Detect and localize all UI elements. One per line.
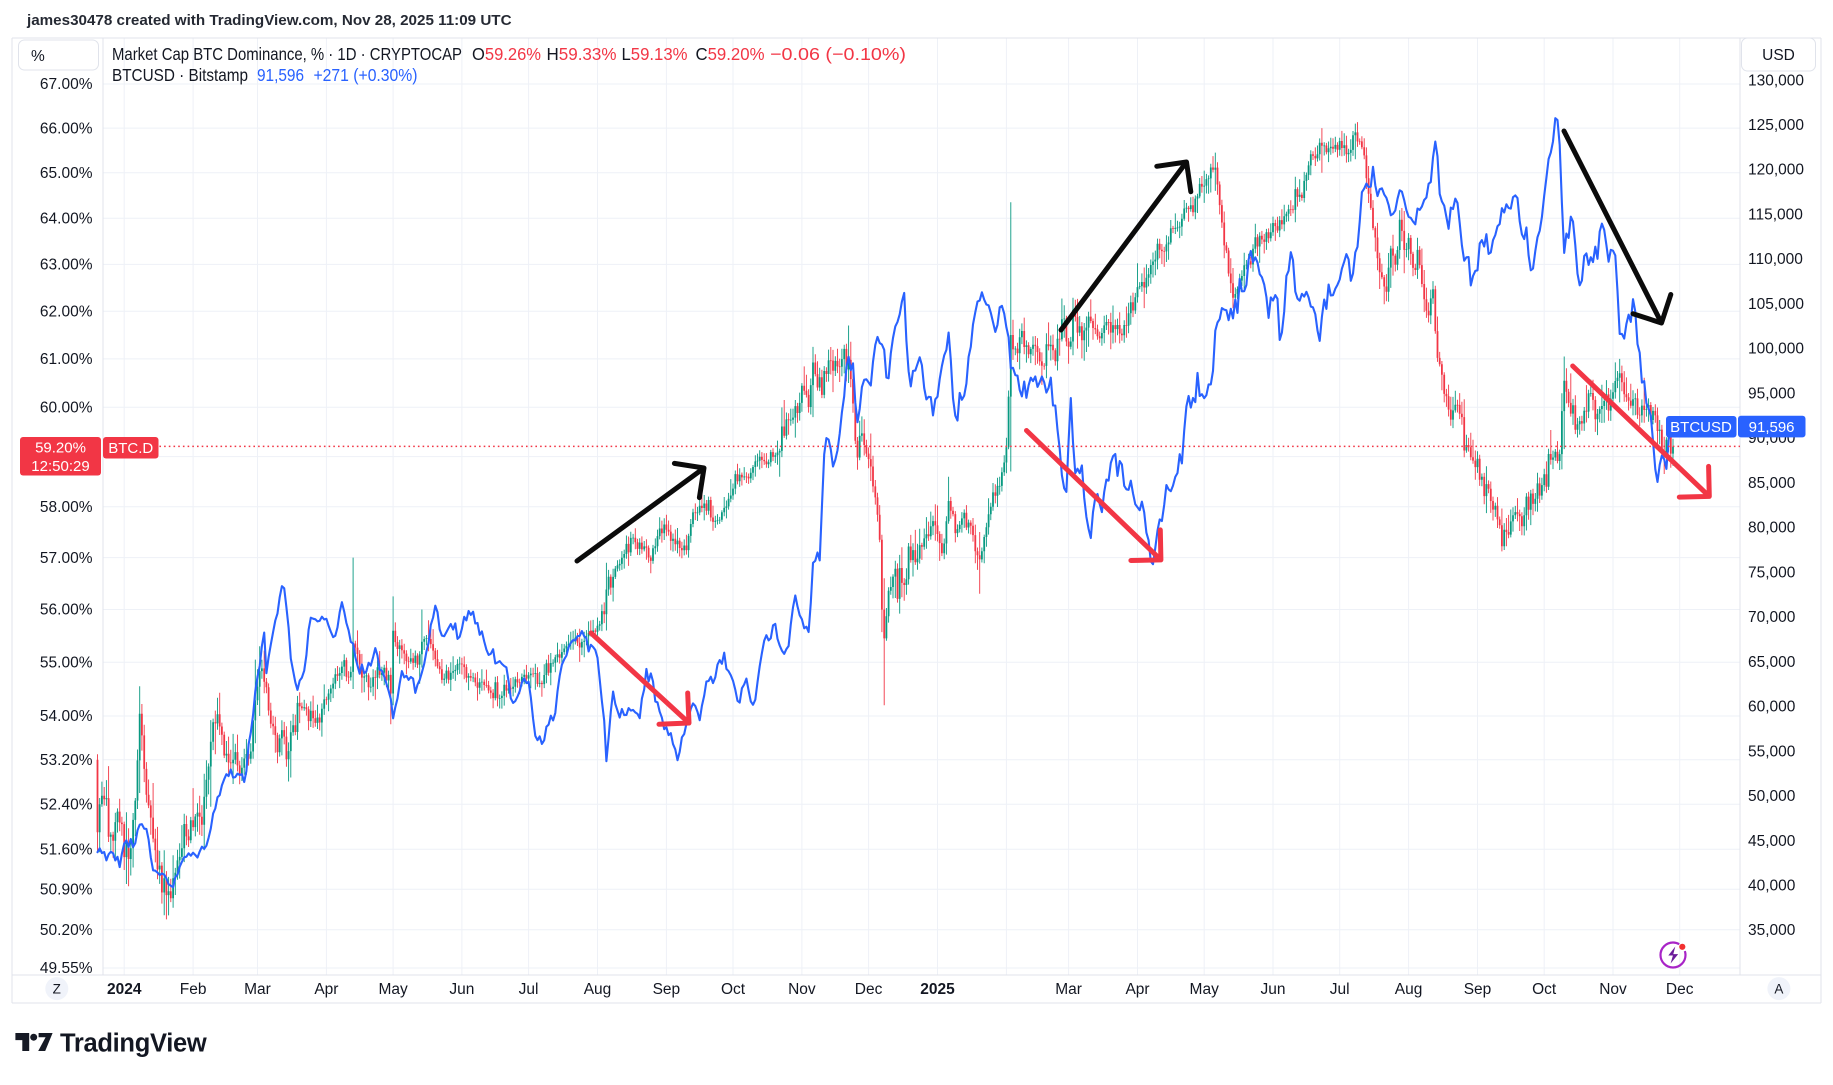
svg-text:Apr: Apr: [314, 981, 338, 998]
svg-text:2024: 2024: [107, 981, 142, 998]
svg-text:+271 (+0.30%): +271 (+0.30%): [314, 65, 418, 85]
svg-text:70,000: 70,000: [1748, 609, 1796, 626]
svg-text:65,000: 65,000: [1748, 654, 1796, 671]
svg-text:BTCUSD: BTCUSD: [1670, 419, 1732, 436]
svg-text:75,000: 75,000: [1748, 564, 1796, 581]
svg-text:Jun: Jun: [1261, 981, 1286, 998]
svg-text:H59.33%: H59.33%: [547, 44, 617, 64]
svg-text:Jul: Jul: [1330, 981, 1350, 998]
svg-text:40,000: 40,000: [1748, 878, 1796, 895]
svg-text:Feb: Feb: [180, 981, 207, 998]
svg-text:May: May: [378, 981, 408, 998]
svg-text:65.00%: 65.00%: [40, 165, 93, 182]
svg-text:50,000: 50,000: [1748, 788, 1796, 805]
svg-text:Oct: Oct: [721, 981, 746, 998]
svg-text:63.00%: 63.00%: [40, 257, 93, 274]
svg-text:35,000: 35,000: [1748, 922, 1796, 939]
svg-text:Nov: Nov: [788, 981, 816, 998]
svg-text:C59.20%: C59.20%: [696, 44, 765, 64]
svg-text:%: %: [31, 48, 45, 65]
svg-text:45,000: 45,000: [1748, 833, 1796, 850]
svg-text:49.55%: 49.55%: [40, 960, 93, 977]
svg-text:62.00%: 62.00%: [40, 303, 93, 320]
svg-text:O59.26%: O59.26%: [472, 44, 541, 64]
svg-text:BTCUSD · Bitstamp: BTCUSD · Bitstamp: [112, 65, 248, 85]
svg-text:125,000: 125,000: [1748, 117, 1804, 134]
svg-text:Nov: Nov: [1599, 981, 1627, 998]
svg-text:Oct: Oct: [1532, 981, 1557, 998]
svg-text:100,000: 100,000: [1748, 341, 1804, 358]
svg-text:12:50:29: 12:50:29: [31, 458, 89, 475]
svg-text:110,000: 110,000: [1748, 251, 1803, 268]
svg-text:56.00%: 56.00%: [40, 602, 93, 619]
svg-text:67.00%: 67.00%: [40, 76, 93, 93]
svg-text:57.00%: 57.00%: [40, 550, 93, 567]
svg-text:95,000: 95,000: [1748, 385, 1796, 402]
svg-text:−0.06 (−0.10%): −0.06 (−0.10%): [770, 44, 906, 64]
svg-text:53.20%: 53.20%: [40, 752, 93, 769]
svg-text:91,596: 91,596: [1749, 419, 1795, 436]
svg-text:58.00%: 58.00%: [40, 499, 93, 516]
svg-text:60.00%: 60.00%: [40, 400, 93, 417]
svg-text:80,000: 80,000: [1748, 520, 1796, 537]
svg-text:Jun: Jun: [449, 981, 474, 998]
svg-text:Dec: Dec: [1666, 981, 1694, 998]
svg-text:61.00%: 61.00%: [40, 351, 93, 368]
svg-text:Dec: Dec: [855, 981, 883, 998]
svg-text:TradingView: TradingView: [60, 1030, 207, 1058]
svg-text:52.40%: 52.40%: [40, 796, 93, 813]
svg-text:51.60%: 51.60%: [40, 841, 93, 858]
svg-text:Z: Z: [53, 982, 61, 997]
svg-text:60,000: 60,000: [1748, 699, 1796, 716]
svg-text:A: A: [1774, 982, 1783, 997]
svg-text:USD: USD: [1762, 47, 1795, 64]
svg-text:Sep: Sep: [653, 981, 681, 998]
svg-text:120,000: 120,000: [1748, 162, 1804, 179]
svg-text:Market Cap BTC Dominance, % ·: Market Cap BTC Dominance, % · 1D · CRYPT…: [112, 44, 462, 64]
svg-text:Mar: Mar: [1055, 981, 1082, 998]
svg-text:105,000: 105,000: [1748, 296, 1804, 313]
svg-text:54.00%: 54.00%: [40, 708, 93, 725]
svg-text:james30478 created with Tradin: james30478 created with TradingView.com,…: [26, 12, 512, 29]
svg-text:Mar: Mar: [244, 981, 271, 998]
svg-text:L59.13%: L59.13%: [622, 44, 688, 64]
svg-text:BTC.D: BTC.D: [108, 440, 153, 457]
svg-text:55,000: 55,000: [1748, 743, 1796, 760]
svg-text:Sep: Sep: [1464, 981, 1492, 998]
svg-text:Jul: Jul: [519, 981, 539, 998]
svg-text:Aug: Aug: [584, 981, 612, 998]
svg-text:59.20%: 59.20%: [35, 440, 86, 457]
svg-text:115,000: 115,000: [1748, 207, 1803, 224]
svg-text:Apr: Apr: [1125, 981, 1149, 998]
svg-text:50.90%: 50.90%: [40, 882, 93, 899]
svg-text:64.00%: 64.00%: [40, 210, 93, 227]
svg-text:130,000: 130,000: [1748, 72, 1804, 89]
svg-text:55.00%: 55.00%: [40, 655, 93, 672]
svg-text:66.00%: 66.00%: [40, 120, 93, 137]
svg-text:May: May: [1190, 981, 1220, 998]
svg-text:91,596: 91,596: [257, 65, 304, 85]
svg-text:50.20%: 50.20%: [40, 922, 93, 939]
svg-text:2025: 2025: [920, 981, 955, 998]
svg-text:85,000: 85,000: [1748, 475, 1796, 492]
svg-text:Aug: Aug: [1395, 981, 1423, 998]
